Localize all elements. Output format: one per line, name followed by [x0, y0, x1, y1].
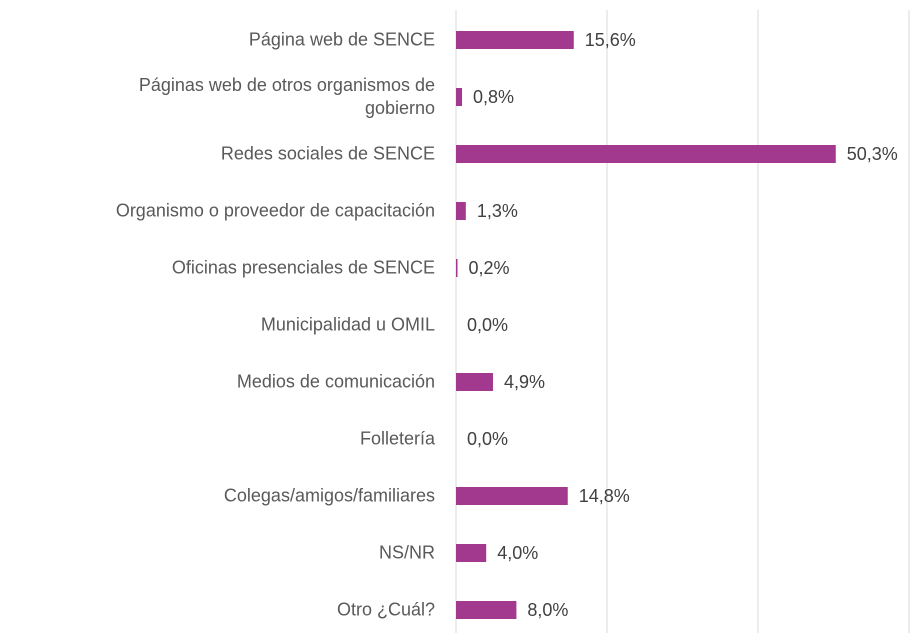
category-label: Redes sociales de SENCE	[220, 143, 435, 164]
category-label: Medios de comunicación	[236, 371, 435, 392]
category-label: Colegas/amigos/familiares	[223, 485, 435, 506]
bar	[456, 259, 458, 277]
category-label: Página web de SENCE	[248, 29, 435, 50]
category-label: Organismo o proveedor de capacitación	[115, 200, 435, 221]
category-label: Municipalidad u OMIL	[260, 314, 435, 335]
category-label: NS/NR	[378, 542, 435, 563]
bar	[456, 202, 466, 220]
value-label: 4,9%	[504, 372, 545, 392]
bar	[456, 487, 568, 505]
value-label: 0,0%	[467, 429, 508, 449]
value-label: 15,6%	[585, 30, 636, 50]
bar	[456, 31, 574, 49]
value-label: 0,0%	[467, 315, 508, 335]
value-label: 0,2%	[469, 258, 510, 278]
bar	[456, 145, 836, 163]
category-label: Otro ¿Cuál?	[336, 599, 435, 620]
category-label: Oficinas presenciales de SENCE	[171, 257, 435, 278]
value-label: 1,3%	[477, 201, 518, 221]
value-label: 8,0%	[527, 600, 568, 620]
value-label: 14,8%	[579, 486, 630, 506]
category-label: Folletería	[359, 428, 435, 449]
bar	[456, 601, 517, 619]
category-label: Páginas web de otros organismos de gobie…	[138, 75, 435, 118]
value-label: 0,8%	[473, 87, 514, 107]
value-label: 4,0%	[497, 543, 538, 563]
bar	[456, 544, 487, 562]
value-label: 50,3%	[847, 144, 898, 164]
bar	[456, 88, 463, 106]
bar	[456, 373, 493, 391]
